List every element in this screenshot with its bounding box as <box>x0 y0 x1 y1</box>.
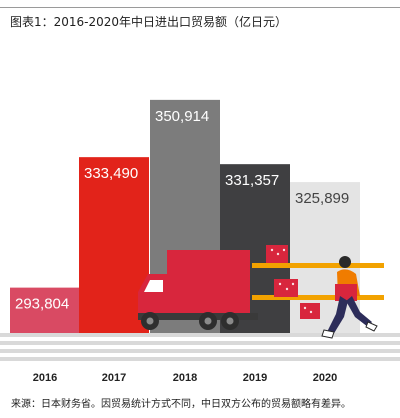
value-label-2016: 293,804 <box>15 296 69 313</box>
carried-box-icon <box>335 284 357 301</box>
value-label-2017: 333,490 <box>84 165 138 182</box>
shelf-top <box>252 263 384 268</box>
value-label-2020: 325,899 <box>295 190 349 207</box>
box-icon <box>300 303 320 319</box>
chart-title: 图表1：2016-2020年中日进出口贸易额（亿日元） <box>10 15 288 29</box>
bar-2016 <box>10 287 80 333</box>
shelf-bottom <box>252 295 384 300</box>
x-tick-2020: 2020 <box>313 372 337 384</box>
runner-icon <box>321 256 378 339</box>
bar-2017 <box>79 157 149 333</box>
x-tick-2019: 2019 <box>243 372 267 384</box>
road-stripes <box>0 333 400 361</box>
x-tick-2018: 2018 <box>173 372 197 384</box>
truck-cargo <box>167 250 250 314</box>
x-axis-labels: 2016 2017 2018 2019 2020 <box>33 372 337 384</box>
truck-chassis <box>138 313 258 320</box>
top-rule <box>0 7 400 8</box>
value-label-2018: 350,914 <box>155 108 209 125</box>
x-tick-2016: 2016 <box>33 372 57 384</box>
value-label-2019: 331,357 <box>225 172 279 189</box>
source-note: 来源：日本财务省。因贸易统计方式不同，中日双方公布的贸易额略有差异。 <box>11 399 351 410</box>
truck-window <box>144 280 163 292</box>
box-icon <box>274 279 298 297</box>
value-labels-layer: 293,804 333,490 350,914 331,357 325,899 <box>15 108 349 313</box>
x-tick-2017: 2017 <box>102 372 126 384</box>
delivery-truck-and-runner-icon <box>138 245 384 339</box>
